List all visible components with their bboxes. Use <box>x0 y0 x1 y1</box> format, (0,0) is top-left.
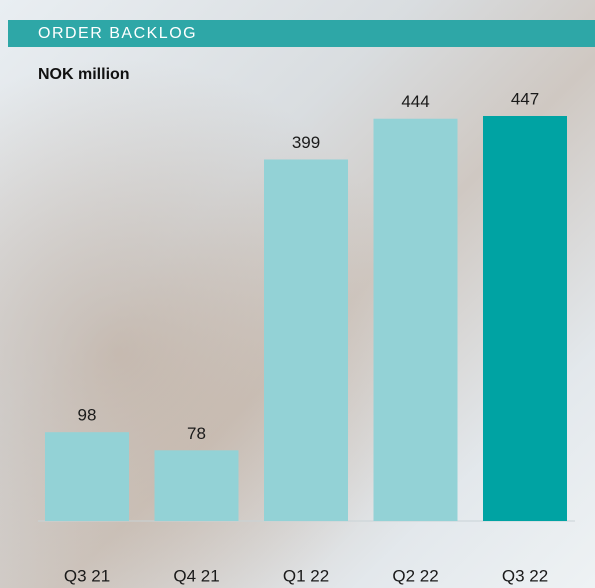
bar <box>373 118 458 521</box>
x-tick-label: Q3 22 <box>502 566 548 585</box>
value-label: 98 <box>78 406 97 425</box>
bar <box>264 159 348 521</box>
value-label: 447 <box>511 89 539 108</box>
header-band <box>8 20 595 47</box>
bar <box>483 116 567 521</box>
x-tick-label: Q1 22 <box>283 566 329 585</box>
value-label: 399 <box>292 133 320 152</box>
bar <box>45 432 129 521</box>
chart-subtitle: NOK million <box>38 66 130 83</box>
bar <box>154 450 239 521</box>
value-label: 78 <box>187 424 206 443</box>
chart-title: ORDER BACKLOG <box>38 25 197 42</box>
x-tick-label: Q3 21 <box>64 566 110 585</box>
x-tick-label: Q4 21 <box>173 566 219 585</box>
value-label: 444 <box>401 92 429 111</box>
x-tick-label: Q2 22 <box>392 566 438 585</box>
